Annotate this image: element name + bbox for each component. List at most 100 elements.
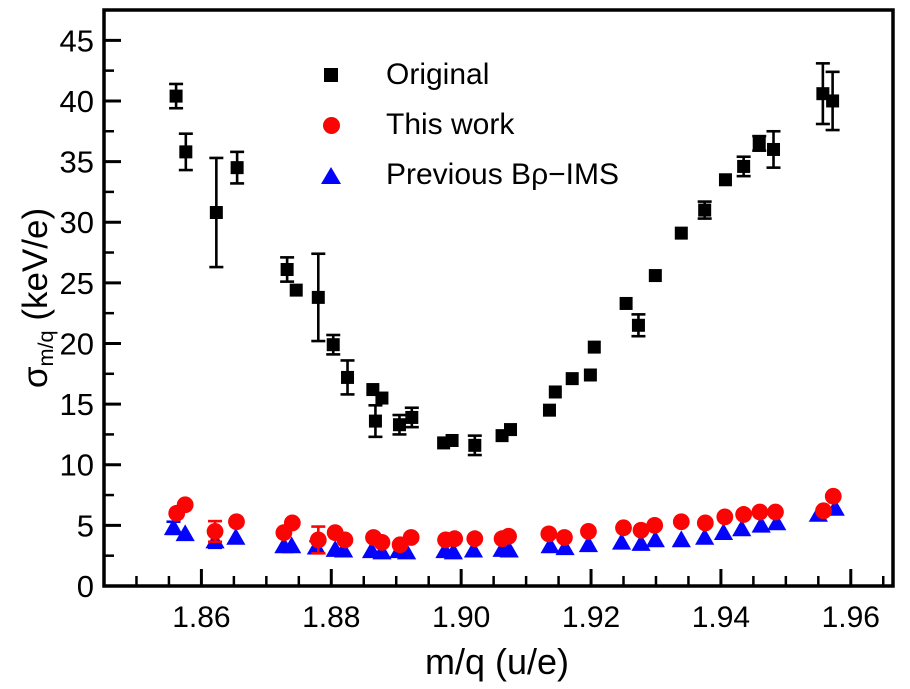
data-point-triangle bbox=[443, 542, 463, 560]
y-tick-label: 5 bbox=[77, 508, 94, 543]
data-point-square bbox=[169, 89, 183, 103]
legend-item-this-work: This work bbox=[318, 100, 619, 150]
data-point-circle bbox=[815, 502, 832, 520]
data-point-circle bbox=[735, 506, 753, 523]
y-tick-label: 0 bbox=[77, 569, 94, 604]
data-point-circle bbox=[228, 513, 245, 531]
legend-marker-box bbox=[318, 166, 344, 184]
plot-frame bbox=[102, 8, 895, 588]
data-point-square bbox=[445, 433, 459, 447]
y-axis-title-sigma: σ bbox=[16, 366, 55, 389]
data-point-square bbox=[674, 226, 688, 240]
data-point-triangle bbox=[751, 515, 771, 533]
data-point-square bbox=[179, 145, 193, 159]
x-tick-label: 1.88 bbox=[302, 601, 360, 634]
data-point-circle bbox=[206, 523, 224, 540]
x-axis-title: m/q (u/e) bbox=[424, 641, 570, 682]
data-point-triangle bbox=[226, 527, 246, 545]
data-point-square bbox=[326, 338, 340, 352]
legend-item-original: Original bbox=[318, 50, 619, 100]
data-point-circle bbox=[632, 521, 650, 539]
data-point-triangle bbox=[631, 534, 651, 551]
triangle-marker-icon bbox=[321, 166, 341, 184]
data-point-square bbox=[542, 403, 556, 417]
data-point-circle bbox=[283, 514, 301, 532]
data-point-square bbox=[468, 438, 482, 452]
data-point-circle bbox=[373, 533, 391, 551]
y-tick-label: 40 bbox=[60, 84, 94, 119]
data-point-triangle bbox=[732, 519, 752, 537]
data-point-square bbox=[392, 418, 406, 432]
data-point-triangle bbox=[578, 535, 599, 553]
data-point-circle bbox=[751, 503, 769, 521]
y-tick-label: 10 bbox=[60, 448, 94, 483]
data-point-square bbox=[587, 340, 601, 354]
x-tick-label: 1.94 bbox=[692, 601, 750, 634]
y-tick-label: 25 bbox=[60, 266, 94, 301]
data-point-triangle bbox=[334, 540, 354, 558]
data-point-square bbox=[619, 296, 633, 310]
y-axis-title-unit: (keV/e) bbox=[16, 207, 55, 331]
x-tick-label: 1.92 bbox=[562, 601, 620, 634]
data-point-triangle bbox=[671, 530, 691, 548]
data-point-square bbox=[341, 370, 355, 384]
y-tick-labels: 0 5 10 15 20 25 30 35 40 45 bbox=[60, 23, 94, 604]
data-point-square bbox=[583, 368, 597, 382]
data-point-square bbox=[368, 414, 382, 428]
data-point-square bbox=[648, 269, 662, 283]
y-axis-title: σm/q (keV/e) bbox=[16, 207, 59, 389]
square-marker-icon bbox=[324, 68, 338, 82]
x-tick-label: 1.86 bbox=[172, 601, 230, 634]
data-point-square bbox=[230, 161, 244, 175]
data-point-triangle bbox=[540, 536, 560, 554]
data-point-triangle bbox=[767, 513, 787, 531]
y-tick-label: 35 bbox=[60, 145, 94, 180]
x-tick-label: 1.90 bbox=[432, 601, 490, 634]
data-point-circle bbox=[500, 527, 517, 545]
data-point-circle bbox=[672, 513, 690, 531]
data-point-circle bbox=[402, 529, 420, 546]
series-original bbox=[169, 62, 840, 457]
y-tick-label: 20 bbox=[60, 326, 94, 361]
data-point-square bbox=[767, 142, 781, 156]
data-point-circle bbox=[767, 503, 784, 521]
data-point-square bbox=[311, 290, 325, 304]
data-point-square bbox=[826, 94, 840, 108]
data-point-square bbox=[548, 385, 562, 399]
circle-marker-icon bbox=[322, 116, 340, 134]
data-point-triangle bbox=[695, 527, 715, 545]
data-point-circle bbox=[466, 530, 484, 548]
data-point-circle bbox=[176, 496, 194, 514]
legend-label: Previous Bρ−IMS bbox=[386, 158, 619, 191]
data-point-circle bbox=[540, 525, 558, 543]
series-this-work bbox=[168, 487, 842, 555]
x-tick-labels: 1.86 1.88 1.90 1.92 1.94 1.96 bbox=[172, 601, 880, 634]
y-tick-label: 45 bbox=[60, 23, 94, 58]
legend-label: This work bbox=[386, 108, 515, 141]
data-point-circle bbox=[556, 529, 573, 546]
data-point-triangle bbox=[372, 542, 392, 560]
data-point-square bbox=[631, 318, 645, 332]
data-point-circle bbox=[824, 487, 842, 505]
data-point-circle bbox=[646, 516, 664, 534]
data-point-triangle bbox=[463, 540, 484, 558]
data-point-square bbox=[565, 372, 579, 386]
legend-marker-box bbox=[318, 68, 344, 82]
data-point-square bbox=[698, 203, 712, 217]
data-point-triangle bbox=[282, 536, 302, 554]
legend-item-previous-brho-ims: Previous Bρ−IMS bbox=[318, 150, 619, 200]
data-point-circle bbox=[336, 531, 354, 549]
y-axis-title-subscript: m/q bbox=[33, 330, 59, 367]
data-point-triangle bbox=[499, 540, 519, 558]
data-point-square bbox=[280, 263, 294, 277]
data-point-triangle bbox=[645, 530, 665, 548]
data-point-square bbox=[405, 410, 419, 424]
legend-label: Original bbox=[386, 58, 490, 91]
data-point-triangle bbox=[611, 532, 632, 550]
data-point-triangle bbox=[713, 523, 734, 540]
data-point-square bbox=[209, 206, 223, 220]
data-point-triangle bbox=[555, 538, 575, 556]
data-point-circle bbox=[446, 530, 464, 548]
